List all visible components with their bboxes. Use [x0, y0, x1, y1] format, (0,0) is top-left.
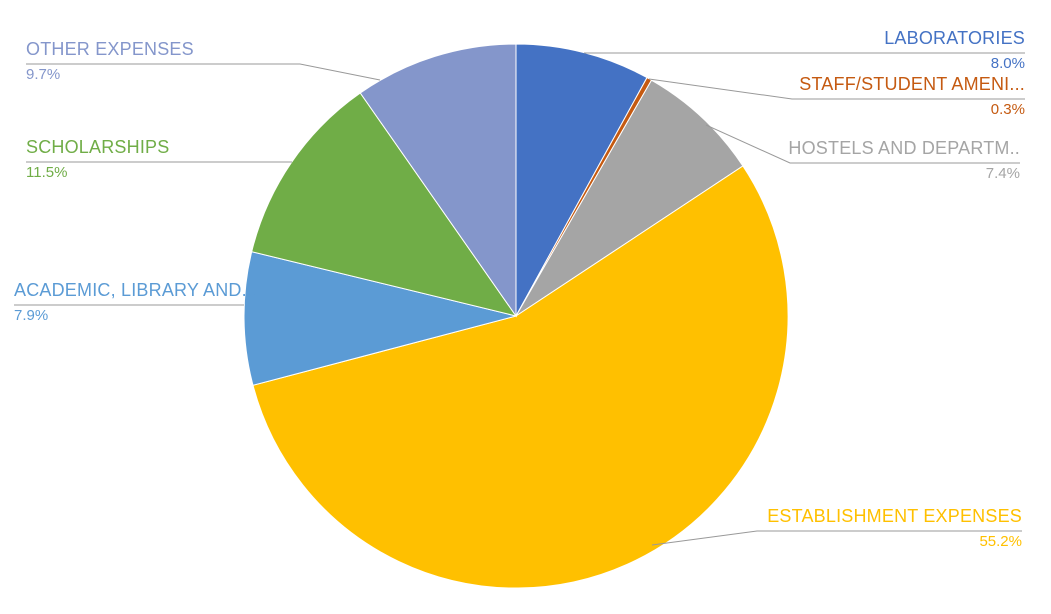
pie-slice-4 [243, 251, 517, 386]
slice-callout-scholarships: SCHOLARSHIPS 11.5% [26, 137, 169, 182]
slice-percent: 9.7% [26, 66, 61, 83]
slice-percent: 7.4% [985, 165, 1020, 182]
slice-callout-hostels-and-departments: HOSTELS AND DEPARTM.. 7.4% [788, 138, 1020, 183]
slice-percent: 0.3% [990, 101, 1025, 118]
slice-callout-laboratories: LABORATORIES 8.0% [884, 28, 1025, 73]
pie-slice-3 [252, 165, 789, 589]
slice-percent: 8.0% [990, 55, 1025, 72]
slice-percent: 7.9% [14, 307, 49, 324]
slice-callout-academic-library: ACADEMIC, LIBRARY AND... 7.9% [14, 280, 257, 325]
leader-line-3 [651, 530, 1022, 546]
pie-slice-2 [515, 79, 744, 317]
pie-slice-6 [359, 43, 517, 318]
slice-label: ACADEMIC, LIBRARY AND... [14, 280, 258, 300]
slice-percent: 11.5% [26, 164, 68, 181]
slice-callout-establishment-expenses: ESTABLISHMENT EXPENSES 55.2% [767, 506, 1022, 551]
slice-label: SCHOLARSHIPS [26, 137, 170, 157]
slice-percent: 55.2% [979, 533, 1022, 550]
leader-line-2 [705, 124, 1020, 164]
leader-line-1 [648, 78, 1025, 100]
slice-callout-staff-student-amenities: STAFF/STUDENT AMENI... 0.3% [799, 74, 1025, 119]
slice-label: ESTABLISHMENT EXPENSES [767, 506, 1022, 526]
pie-slice-0 [515, 43, 648, 317]
slice-label: LABORATORIES [884, 28, 1025, 48]
slice-label: HOSTELS AND DEPARTM.. [788, 138, 1020, 158]
slice-label: OTHER EXPENSES [26, 39, 194, 59]
slice-label: STAFF/STUDENT AMENI... [799, 74, 1025, 94]
slice-callout-other-expenses: OTHER EXPENSES 9.7% [26, 39, 194, 84]
leader-line-6 [26, 63, 381, 81]
